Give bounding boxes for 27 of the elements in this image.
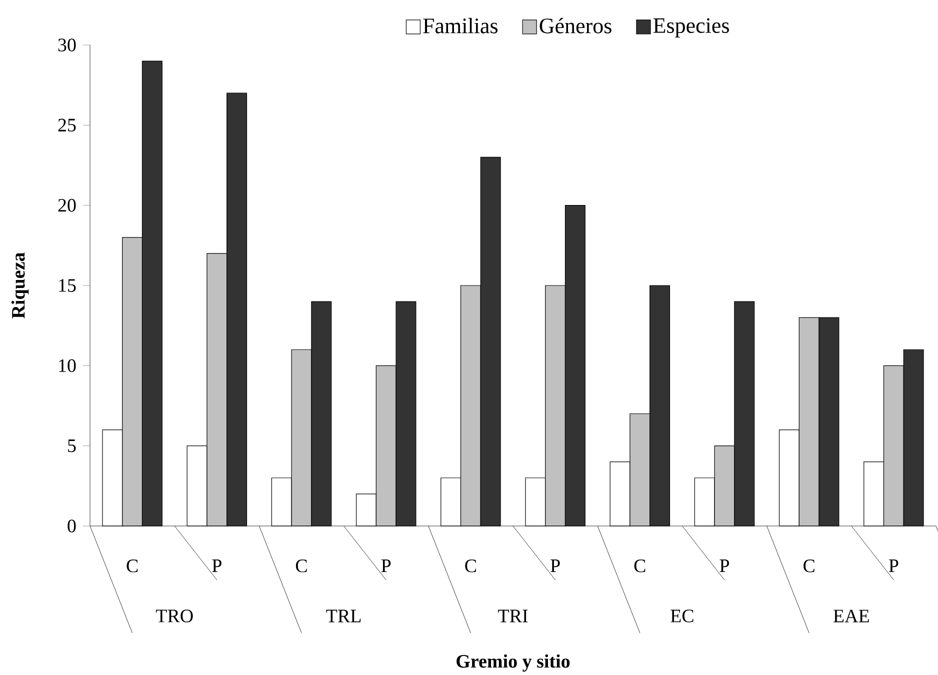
legend-label: Especies: [653, 18, 729, 38]
y-tick-label: 10: [59, 359, 76, 372]
x-tick-label: C: [634, 560, 646, 572]
x-tick-label: P: [550, 560, 560, 572]
text: TRL: [326, 610, 361, 622]
x-tick-label: C: [296, 560, 307, 572]
legend-label: Familias: [423, 18, 498, 34]
y-tick-label: 20: [58, 198, 76, 212]
y-axis-title: Riqueza: [11, 252, 29, 318]
y-tick-label: 30: [58, 38, 76, 52]
text: TRI: [498, 610, 528, 622]
y-tick-label: 5: [68, 440, 76, 452]
y-tick-label: 0: [68, 520, 76, 532]
text: EAE: [833, 610, 869, 622]
x-tick-label: P: [381, 560, 391, 572]
x-tick-label: P: [212, 560, 222, 572]
x-tick-label: P: [888, 560, 898, 572]
x-tick-label: C: [804, 560, 814, 572]
x-tick-label: P: [720, 560, 730, 572]
x-axis-title: Gremio y sitio: [456, 654, 570, 672]
text: EC: [670, 610, 694, 622]
x-tick-label: C: [465, 560, 476, 572]
legend-label: Géneros: [540, 18, 612, 34]
x-tick-label: C: [126, 560, 138, 572]
y-tick-label: 25: [58, 118, 76, 132]
y-tick-label: 15: [59, 279, 76, 292]
text: TRO: [156, 610, 193, 622]
